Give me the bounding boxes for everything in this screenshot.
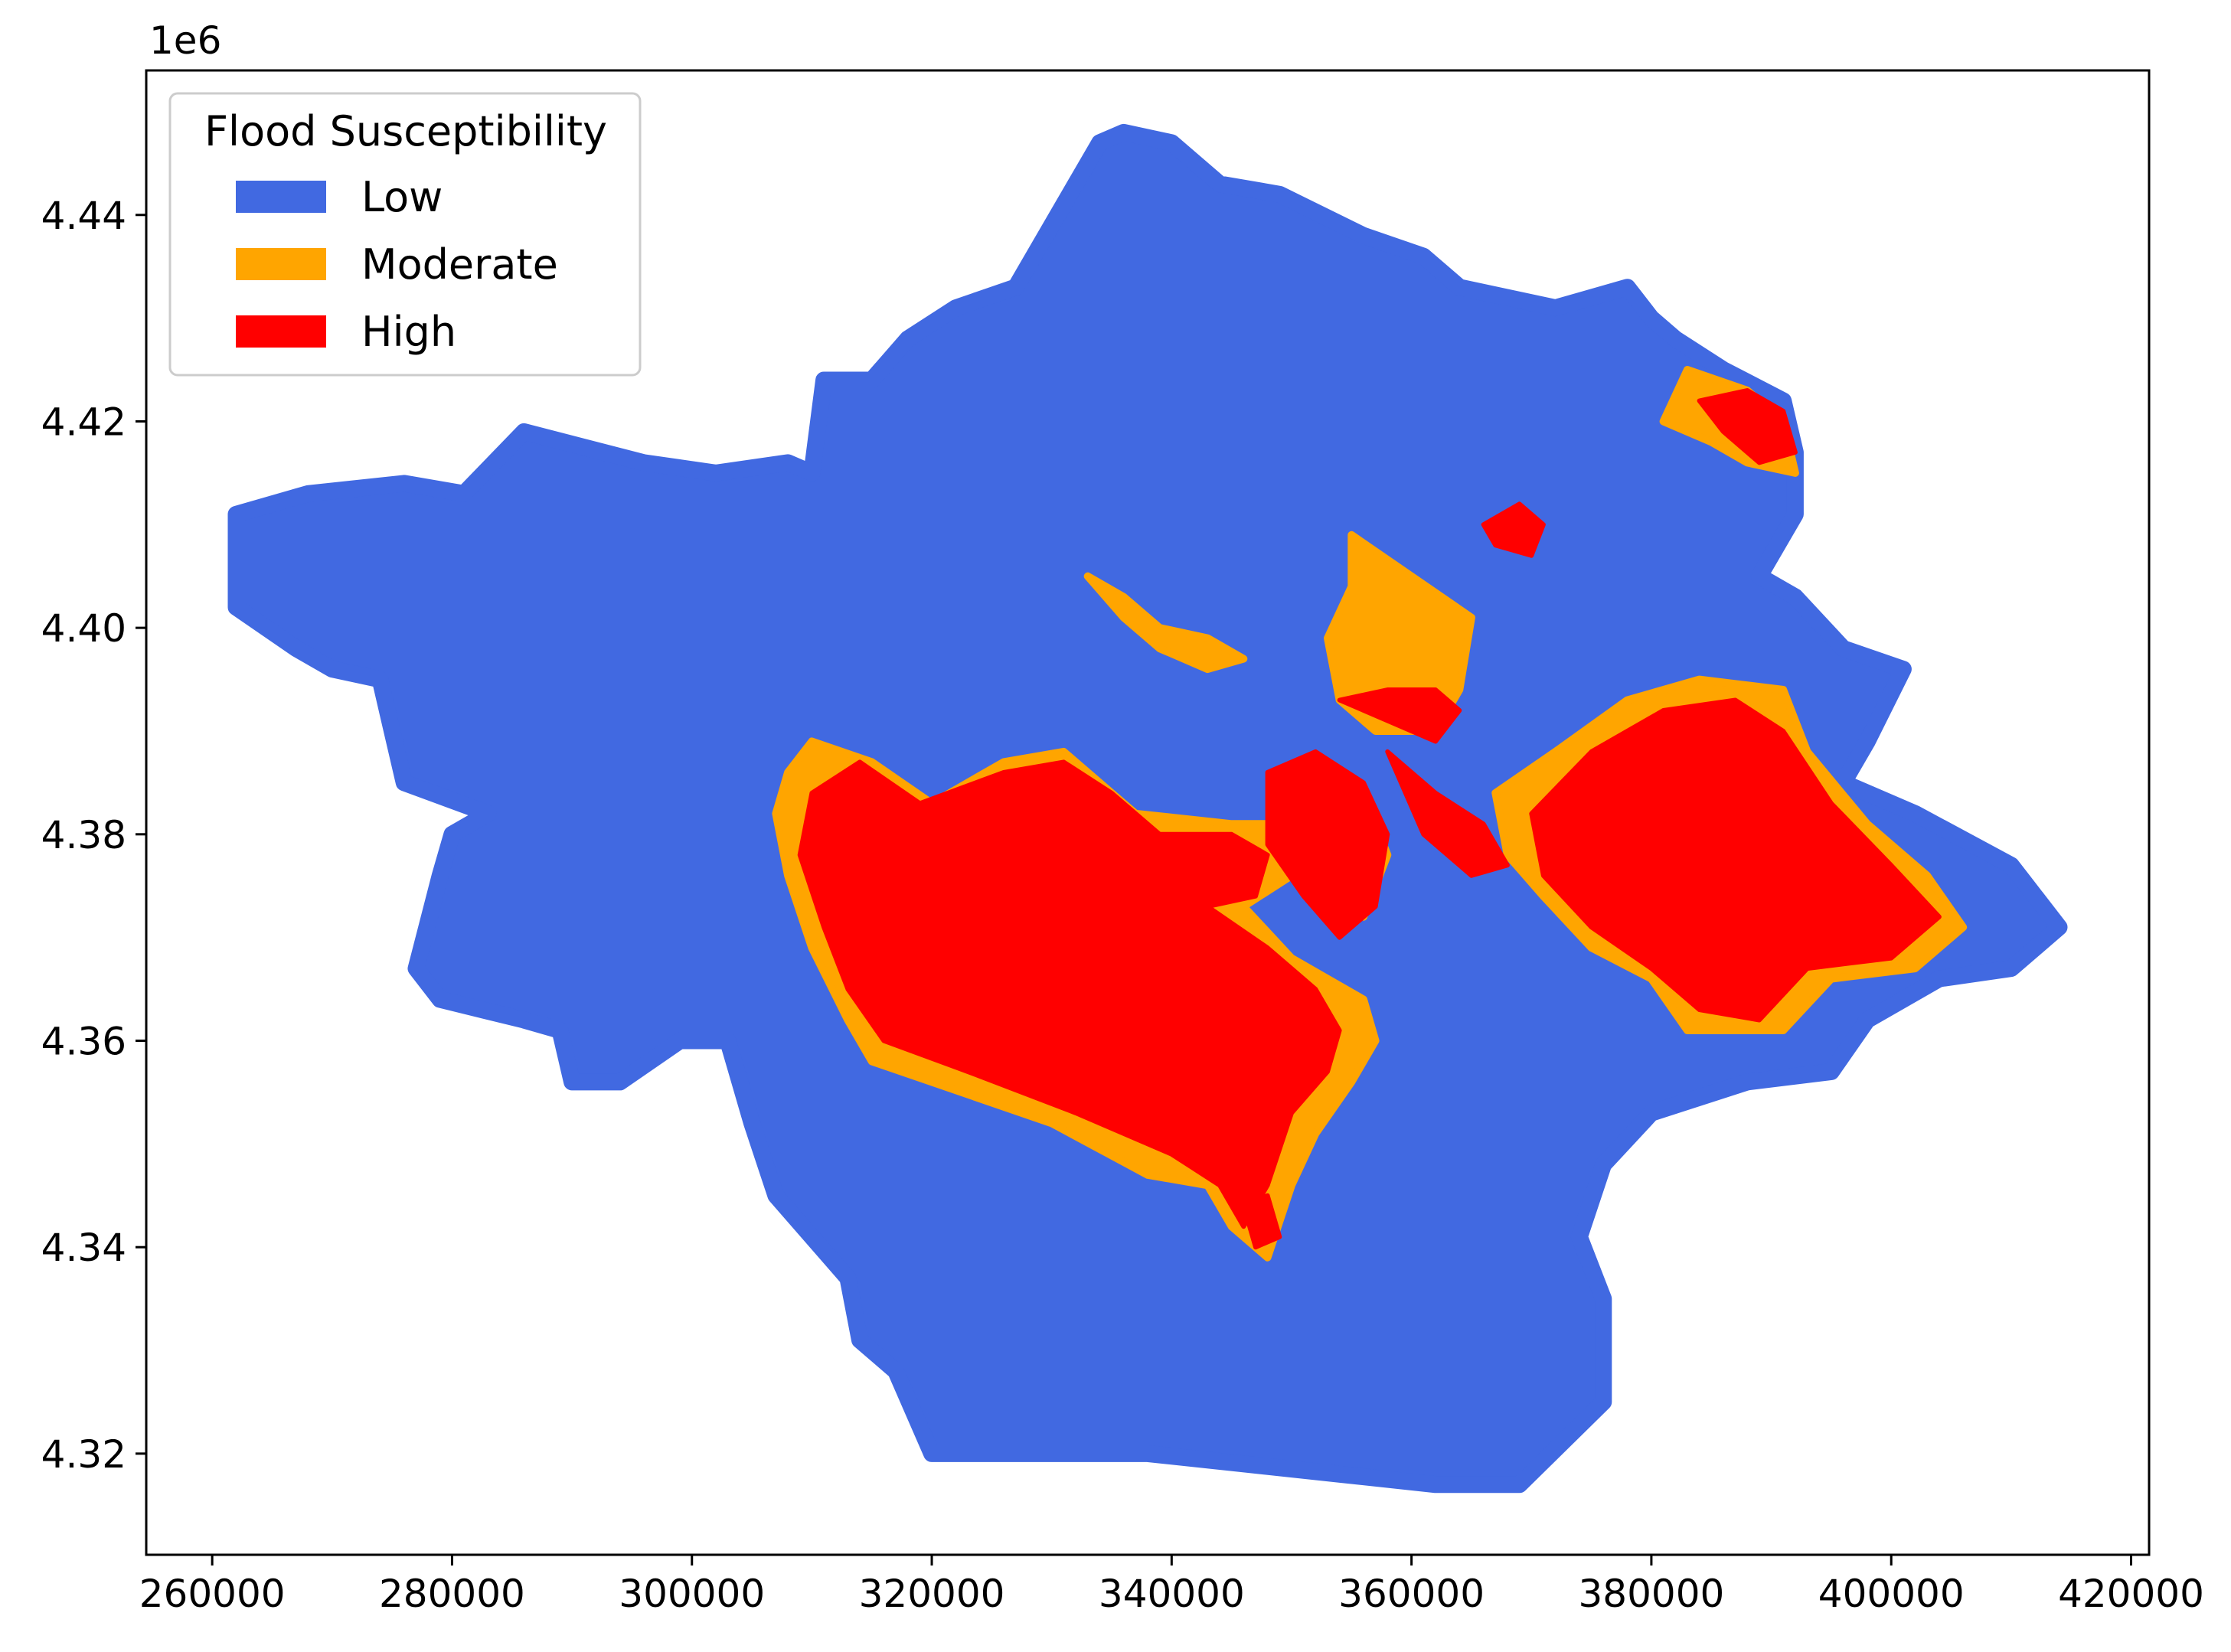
x-tick-label: 280000 (379, 1572, 525, 1616)
x-tick-label: 400000 (1818, 1572, 1965, 1616)
x-axis: 260000 280000 300000 320000 340000 360000 3800… (139, 1555, 2204, 1616)
legend: Flood Susceptibility Low Moderate High (168, 92, 642, 377)
legend-title: Flood Susceptibility (204, 107, 607, 155)
high-susceptibility-region-7 (1481, 501, 1546, 558)
y-tick-label: 4.42 (41, 400, 126, 444)
legend-label-high: High (361, 308, 456, 356)
y-tick-label: 4.32 (41, 1432, 126, 1477)
high-susceptibility-region-2 (1529, 697, 1942, 1023)
high-susceptibility-region-4 (1337, 687, 1462, 744)
x-tick-label: 360000 (1338, 1572, 1485, 1616)
y-tick-label: 4.36 (41, 1019, 126, 1063)
plot-frame (145, 69, 2151, 1556)
x-tick-label: 420000 (2058, 1572, 2204, 1616)
high-susceptibility-region-3 (1265, 749, 1390, 940)
y-axis: 4.32 4.34 4.36 4.38 4.40 4.42 4.44 (41, 194, 146, 1477)
legend-label-low: Low (361, 173, 443, 221)
high-susceptibility-layer (797, 388, 1942, 1250)
moderate-susceptibility-region-6 (1083, 572, 1248, 674)
y-tick-label: 4.44 (41, 194, 126, 238)
y-tick-label: 4.38 (41, 813, 126, 857)
moderate-susceptibility-region-3 (1324, 531, 1475, 735)
x-tick-label: 320000 (859, 1572, 1005, 1616)
x-tick-label: 340000 (1099, 1572, 1245, 1616)
high-susceptibility-region-1 (797, 759, 1342, 1229)
x-tick-label: 380000 (1578, 1572, 1724, 1616)
x-tick-label: 260000 (139, 1572, 286, 1616)
low-susceptibility-area (227, 123, 2068, 1494)
legend-swatch-moderate (236, 248, 326, 280)
y-offset-label: 1e6 (149, 18, 221, 63)
legend-swatch-high (236, 315, 326, 348)
y-tick-label: 4.34 (41, 1226, 126, 1270)
map-layers (227, 123, 2068, 1494)
legend-swatch-low (236, 181, 326, 213)
legend-box (168, 92, 642, 377)
legend-label-moderate: Moderate (361, 240, 558, 289)
high-susceptibility-region-5 (1385, 749, 1510, 878)
low-susceptibility-layer (227, 123, 2068, 1494)
high-susceptibility-region-6 (1697, 388, 1798, 465)
x-tick-label: 300000 (619, 1572, 765, 1616)
high-susceptibility-region-8 (1241, 1193, 1282, 1250)
y-tick-label: 4.40 (41, 606, 126, 651)
